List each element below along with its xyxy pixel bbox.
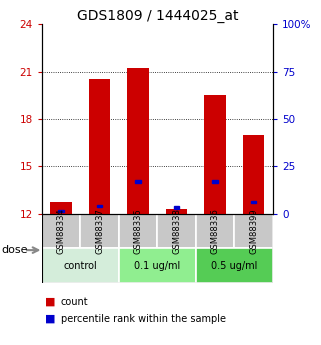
- Text: count: count: [61, 297, 89, 307]
- Bar: [166, 209, 187, 214]
- Bar: [196, 248, 273, 283]
- Bar: [50, 202, 72, 214]
- Bar: [42, 214, 80, 248]
- Text: ■: ■: [45, 297, 56, 307]
- Bar: [58, 209, 64, 212]
- Bar: [97, 205, 102, 207]
- Bar: [243, 135, 264, 214]
- Text: control: control: [63, 261, 97, 270]
- Text: GSM88336: GSM88336: [211, 208, 220, 254]
- Text: dose: dose: [2, 245, 28, 255]
- Bar: [251, 201, 256, 203]
- Bar: [157, 214, 196, 248]
- Bar: [119, 214, 157, 248]
- Bar: [80, 214, 119, 248]
- Text: 0.1 ug/ml: 0.1 ug/ml: [134, 261, 180, 270]
- Text: GSM88335: GSM88335: [134, 208, 143, 254]
- Text: GSM88334: GSM88334: [56, 208, 65, 254]
- Text: GSM88338: GSM88338: [172, 208, 181, 254]
- Bar: [119, 248, 196, 283]
- Bar: [135, 180, 141, 183]
- Bar: [174, 206, 179, 209]
- Text: ■: ■: [45, 314, 56, 324]
- Bar: [204, 95, 226, 214]
- Bar: [212, 180, 218, 183]
- Text: 0.5 ug/ml: 0.5 ug/ml: [211, 261, 257, 270]
- Bar: [234, 214, 273, 248]
- Bar: [89, 79, 110, 214]
- Text: GSM88337: GSM88337: [95, 208, 104, 254]
- Text: percentile rank within the sample: percentile rank within the sample: [61, 314, 226, 324]
- Bar: [42, 248, 119, 283]
- Bar: [127, 68, 149, 214]
- Title: GDS1809 / 1444025_at: GDS1809 / 1444025_at: [76, 9, 238, 23]
- Bar: [196, 214, 234, 248]
- Text: GSM88399: GSM88399: [249, 208, 258, 254]
